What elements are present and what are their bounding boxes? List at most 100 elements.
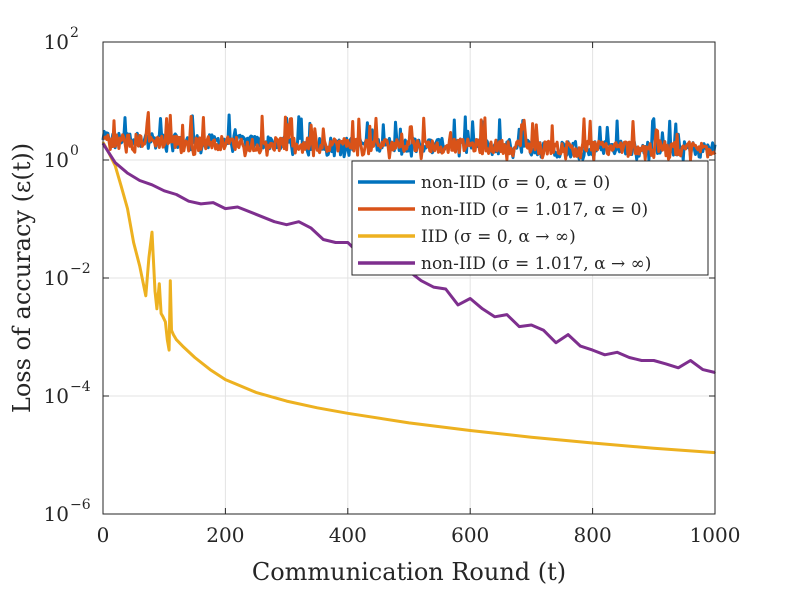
- data-point: [255, 391, 257, 394]
- data-point: [151, 231, 153, 233]
- data-point: [555, 341, 557, 344]
- data-point: [665, 363, 667, 365]
- y-tick-label-base: 10: [44, 148, 69, 172]
- data-point: [530, 324, 533, 326]
- data-point: [187, 200, 190, 203]
- data-point: [457, 304, 459, 306]
- data-point: [591, 442, 594, 444]
- data-point: [138, 179, 141, 182]
- y-tick-label-exponent: 0: [70, 143, 79, 159]
- x-axis-label-text: Communication Round (t): [252, 558, 566, 586]
- data-point: [444, 288, 447, 290]
- data-point: [432, 286, 435, 288]
- data-point: [151, 183, 153, 186]
- data-point: [138, 265, 141, 267]
- data-point: [530, 436, 533, 439]
- data-point: [285, 400, 288, 402]
- data-point: [163, 190, 165, 192]
- data-point: [567, 333, 569, 336]
- data-point: [255, 213, 257, 216]
- data-point: [347, 412, 349, 415]
- x-tick-label: 1000: [690, 523, 741, 547]
- data-point: [616, 351, 618, 354]
- data-point: [175, 338, 178, 341]
- data-point: [166, 338, 169, 341]
- x-tick-label: 800: [574, 523, 612, 547]
- data-point: [224, 378, 227, 381]
- y-tick-label: 10: [44, 502, 69, 526]
- data-point: [236, 206, 239, 208]
- y-tick-label-exponent: 2: [70, 25, 79, 41]
- legend-box: [351, 160, 709, 276]
- data-point: [653, 359, 655, 362]
- data-point: [181, 345, 184, 347]
- data-point: [158, 282, 161, 285]
- legend-items: non-IID (σ = 0, α = 0) non-IID (σ = 1.017…: [358, 173, 651, 274]
- data-point: [408, 422, 410, 424]
- data-point: [156, 308, 158, 310]
- data-point: [126, 207, 129, 210]
- data-point: [591, 349, 594, 351]
- y-tick-label-base: 10: [44, 30, 69, 54]
- x-tick-label: 400: [329, 523, 367, 547]
- data-point: [154, 290, 156, 292]
- data-point: [285, 223, 288, 226]
- data-point: [481, 308, 484, 310]
- legend: non-IID (σ = 0, α = 0) non-IID (σ = 1.017…: [351, 160, 709, 276]
- data-point: [168, 349, 170, 351]
- x-tick-labels: 0 200 400 600 800 1000: [97, 523, 741, 547]
- y-tick-label-base: 10: [44, 384, 69, 408]
- data-point: [334, 241, 337, 244]
- y-tick-label: 10: [44, 148, 69, 172]
- data-point: [224, 207, 227, 210]
- data-point: [114, 161, 117, 164]
- x-tick-label: 0: [97, 523, 110, 547]
- data-point: [542, 329, 545, 332]
- data-point: [316, 407, 319, 409]
- series-layer: [101, 111, 717, 455]
- data-point: [132, 241, 135, 244]
- data-point: [469, 429, 472, 432]
- data-point: [175, 193, 178, 196]
- data-point: [518, 325, 520, 328]
- data-point: [209, 368, 211, 371]
- x-tick-label: 200: [206, 523, 244, 547]
- data-point: [640, 359, 643, 362]
- data-point: [604, 353, 606, 356]
- y-axis-label-text: Loss of accuracy (ε(t)): [8, 143, 36, 413]
- data-point: [677, 367, 680, 369]
- data-point: [194, 356, 196, 359]
- tick-marks: [102, 41, 716, 515]
- legend-label: IID (σ = 0, α → ∞): [421, 227, 576, 247]
- data-point: [160, 312, 162, 315]
- data-point: [172, 333, 175, 336]
- data-point: [493, 315, 496, 318]
- data-point: [162, 315, 164, 318]
- data-point: [120, 186, 123, 188]
- data-point: [322, 238, 325, 241]
- data-point: [347, 241, 349, 244]
- data-point: [126, 172, 129, 174]
- data-point: [689, 359, 692, 362]
- data-point: [310, 227, 312, 229]
- data-point: [212, 201, 214, 204]
- y-tick-label: 10: [44, 384, 69, 408]
- y-tick-label: 10: [44, 30, 69, 54]
- y-tick-label-base: 10: [44, 502, 69, 526]
- legend-label: non-IID (σ = 1.017, α → ∞): [421, 254, 651, 274]
- x-tick-label: 600: [451, 523, 489, 547]
- data-point: [628, 356, 631, 359]
- data-point: [114, 164, 117, 167]
- series-line-4: [101, 142, 716, 374]
- grid: [103, 42, 715, 514]
- y-tick-label-exponent: −6: [70, 497, 91, 513]
- y-tick-label-base: 10: [44, 266, 69, 290]
- data-point: [145, 294, 147, 297]
- y-tick-label-exponent: −2: [70, 261, 91, 277]
- data-point: [200, 203, 202, 205]
- data-point: [164, 321, 167, 323]
- data-point: [170, 329, 173, 332]
